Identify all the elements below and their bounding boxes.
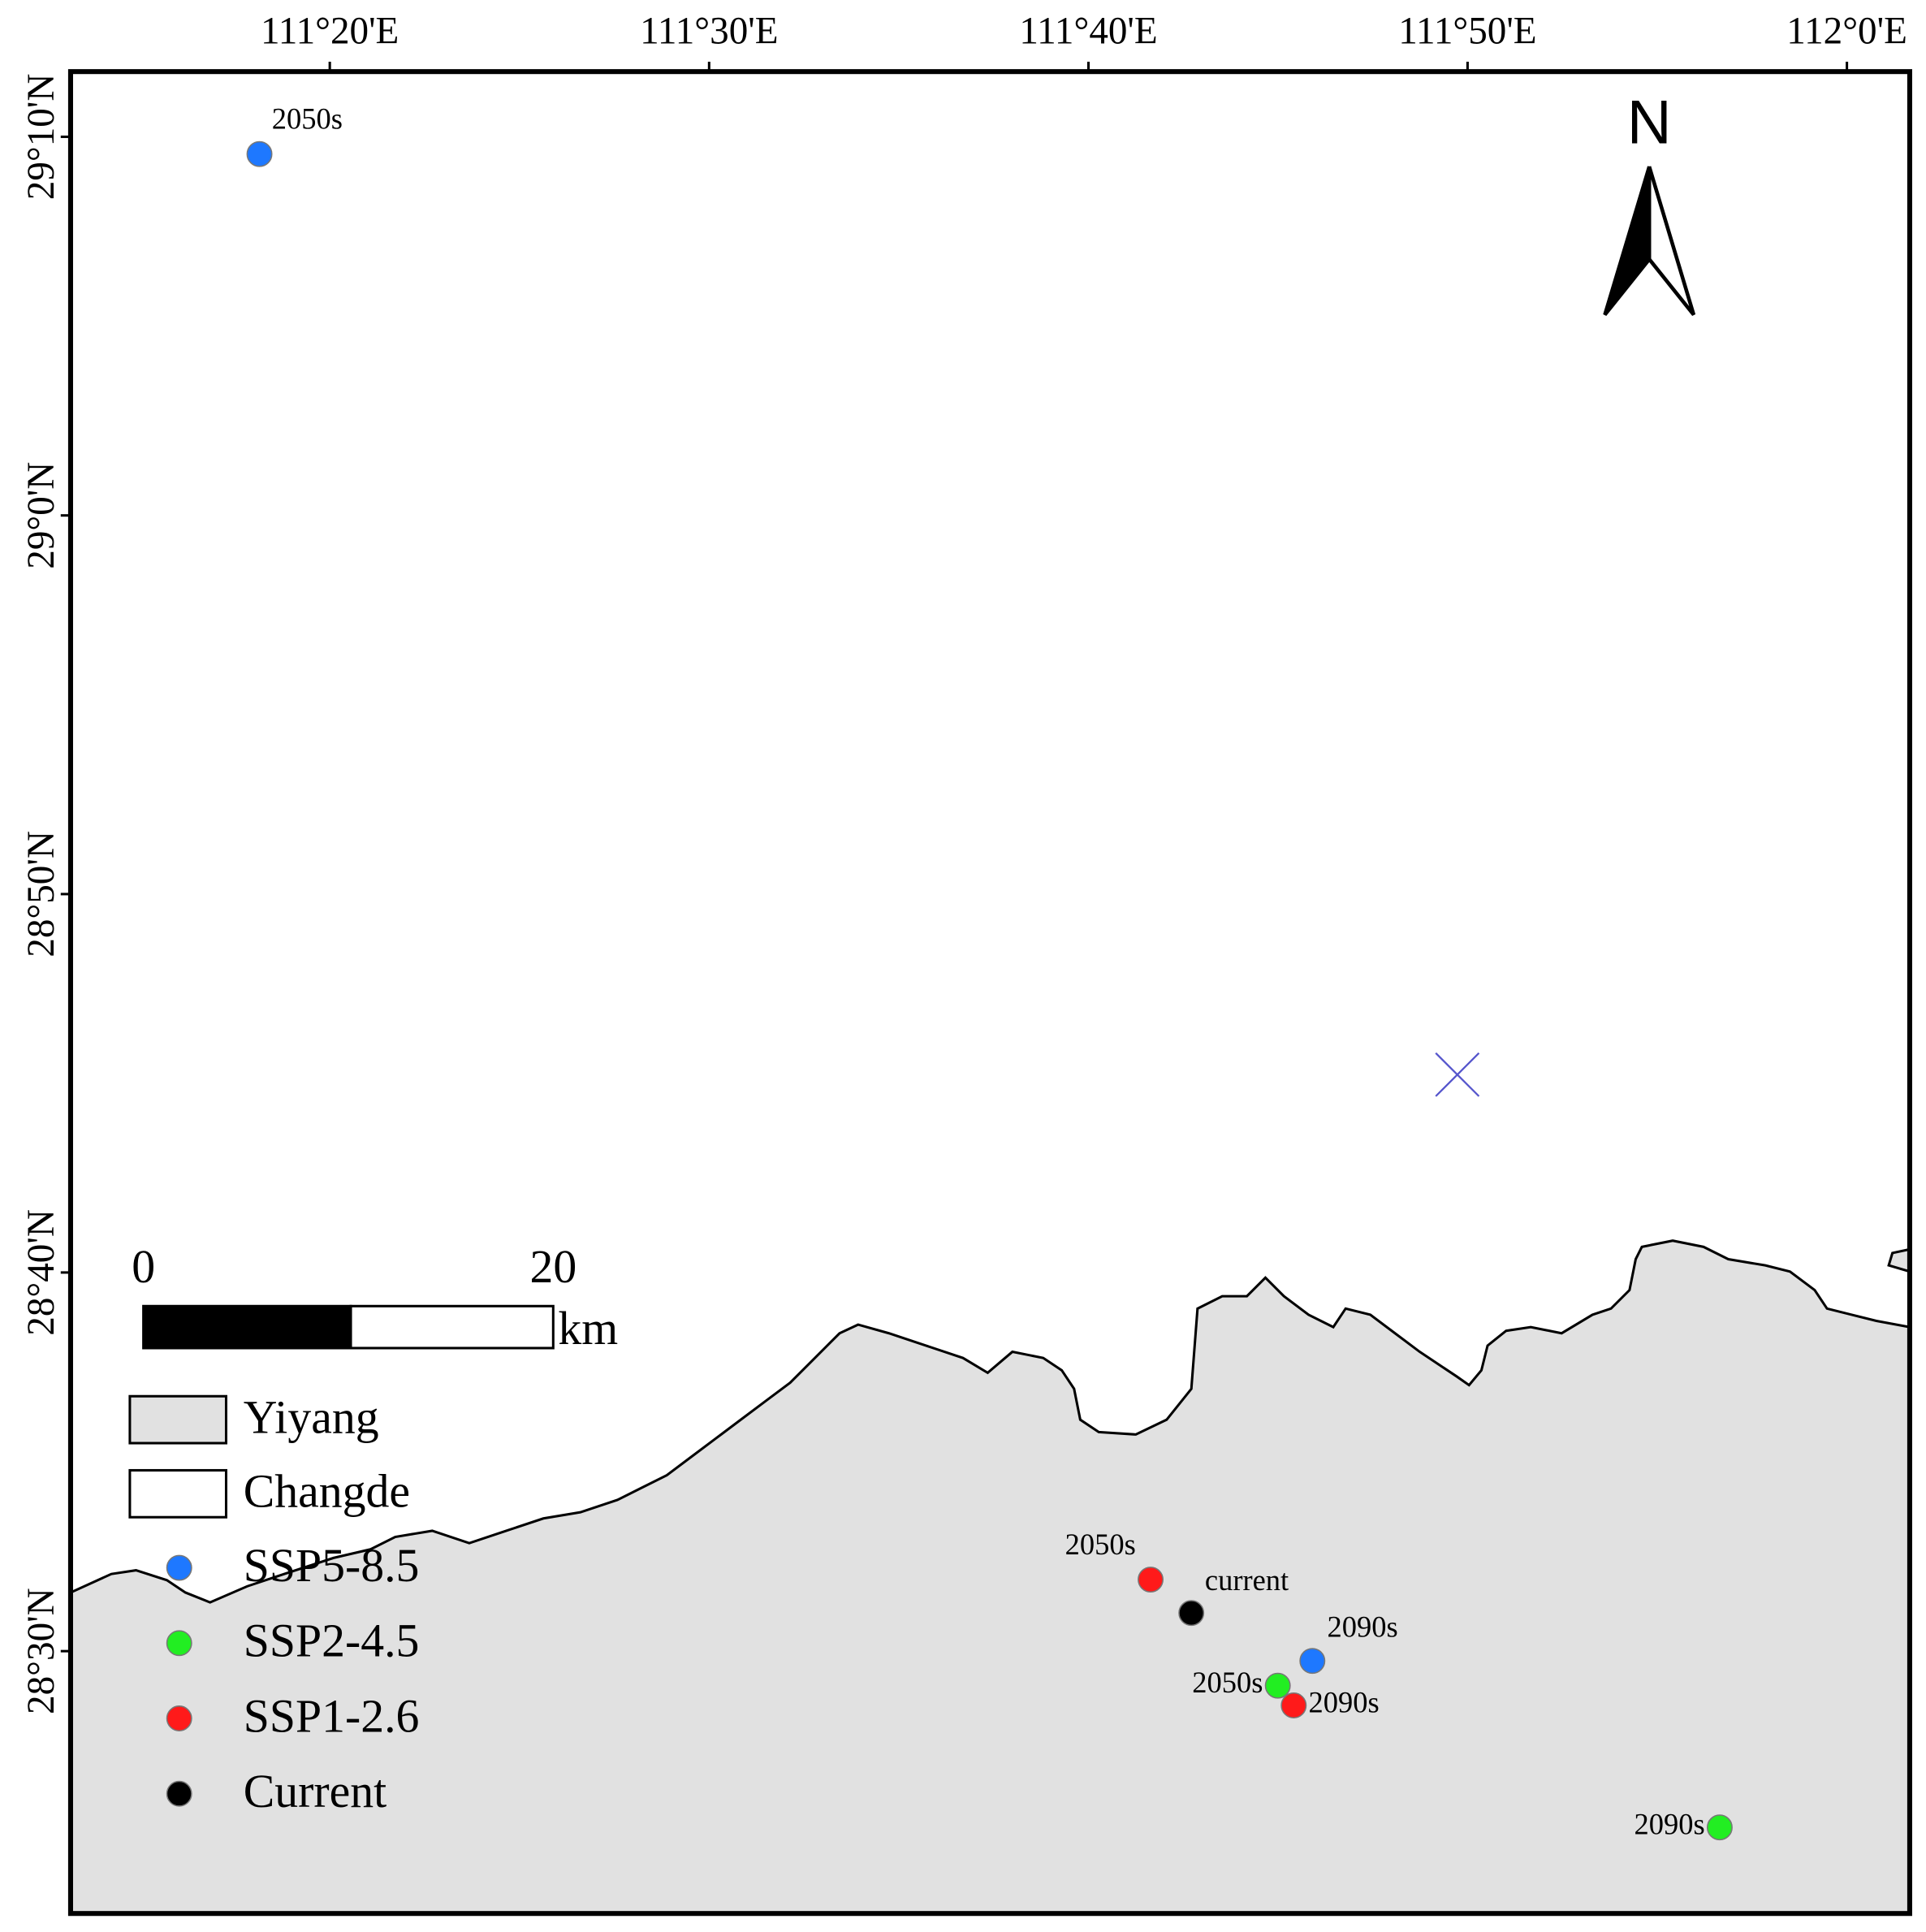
x-tick-label: 111°40'E <box>1019 10 1157 52</box>
scale-tick: 20 <box>529 1242 577 1293</box>
legend-symbol <box>166 1705 192 1731</box>
legend-label: SSP2-4.5 <box>244 1616 420 1667</box>
point-label: 2050s <box>272 102 343 136</box>
north-label: N <box>1627 89 1672 158</box>
y-tick-label: 28°30'N <box>20 1588 63 1714</box>
point <box>1138 1567 1164 1593</box>
y-tick-label: 28°50'N <box>20 831 63 957</box>
y-tick-label: 29°0'N <box>20 462 63 569</box>
legend-label: Current <box>244 1766 386 1817</box>
legend-symbol <box>166 1630 192 1657</box>
point <box>246 140 273 167</box>
x-tick-label: 112°0'E <box>1786 10 1907 52</box>
point-label: current <box>1205 1563 1289 1597</box>
legend-swatch <box>128 1468 228 1519</box>
x-tick-label: 111°30'E <box>640 10 778 52</box>
x-tick-label: 111°50'E <box>1398 10 1536 52</box>
scale-tick: 0 <box>132 1242 155 1293</box>
point <box>1706 1814 1733 1841</box>
point <box>1280 1692 1307 1718</box>
point-label: 2050s <box>1065 1528 1136 1561</box>
scale-bar: 0 20 km <box>132 1242 618 1355</box>
map-frame <box>67 69 1912 1917</box>
x-tick-label: 111°20'E <box>261 10 399 52</box>
legend-label: SSP1-2.6 <box>244 1691 420 1742</box>
legend-symbol <box>166 1554 192 1581</box>
point-label: 2090s <box>1635 1808 1705 1841</box>
point <box>1178 1600 1205 1627</box>
point-label: 2090s <box>1328 1610 1398 1644</box>
legend-label: SSP5-8.5 <box>244 1541 420 1592</box>
legend-label: Changde <box>244 1467 410 1518</box>
point <box>1299 1648 1326 1675</box>
point <box>1264 1672 1291 1699</box>
y-tick-label: 29°10'N <box>20 74 63 201</box>
north-arrow: N <box>1603 89 1696 317</box>
scale-bar-white <box>349 1304 555 1350</box>
legend-swatch <box>128 1394 228 1445</box>
point-label: 2050s <box>1192 1666 1263 1699</box>
point-label: 2090s <box>1309 1685 1380 1718</box>
scale-unit: km <box>558 1303 618 1355</box>
scale-bar-black <box>142 1304 352 1350</box>
legend-label: Yiyang <box>244 1392 379 1443</box>
marker-cross <box>1435 1052 1480 1097</box>
y-tick-label: 28°40'N <box>20 1209 63 1336</box>
legend-symbol <box>166 1780 192 1807</box>
